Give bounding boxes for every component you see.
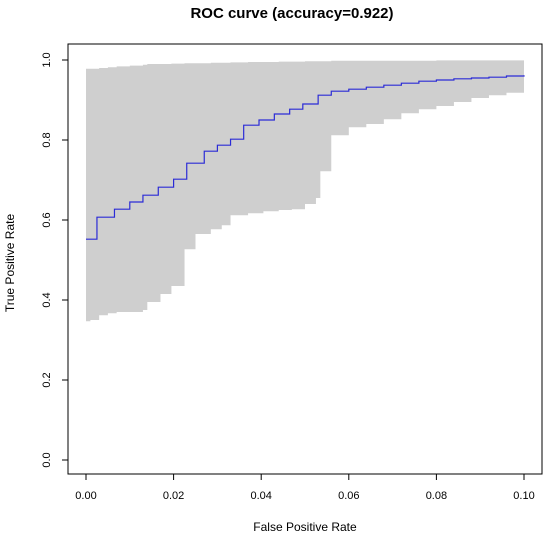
y-tick-label: 1.0 bbox=[41, 52, 53, 67]
y-tick-label: 0.2 bbox=[41, 372, 53, 387]
y-tick-label: 0.6 bbox=[41, 212, 53, 227]
y-tick-label: 0.0 bbox=[41, 452, 53, 467]
x-tick-label: 0.00 bbox=[75, 490, 96, 502]
x-axis-label: False Positive Rate bbox=[253, 520, 357, 534]
x-tick-label: 0.06 bbox=[338, 490, 359, 502]
y-axis: 0.0 0.2 0.4 0.6 0.8 1.0 bbox=[41, 52, 69, 468]
y-axis-label: True Positive Rate bbox=[3, 214, 17, 313]
roc-line bbox=[86, 75, 525, 240]
x-tick-label: 0.04 bbox=[250, 490, 271, 502]
chart-title: ROC curve (accuracy=0.922) bbox=[190, 5, 393, 22]
confidence-band bbox=[86, 60, 524, 322]
x-axis: 0.00 0.02 0.04 0.06 0.08 0.10 bbox=[75, 473, 535, 502]
x-tick-label: 0.08 bbox=[426, 490, 447, 502]
y-tick-label: 0.4 bbox=[41, 292, 53, 307]
x-tick-label: 0.02 bbox=[163, 490, 184, 502]
plot-layer bbox=[86, 60, 525, 322]
y-tick-label: 0.8 bbox=[41, 132, 53, 147]
x-tick-label: 0.10 bbox=[513, 490, 534, 502]
